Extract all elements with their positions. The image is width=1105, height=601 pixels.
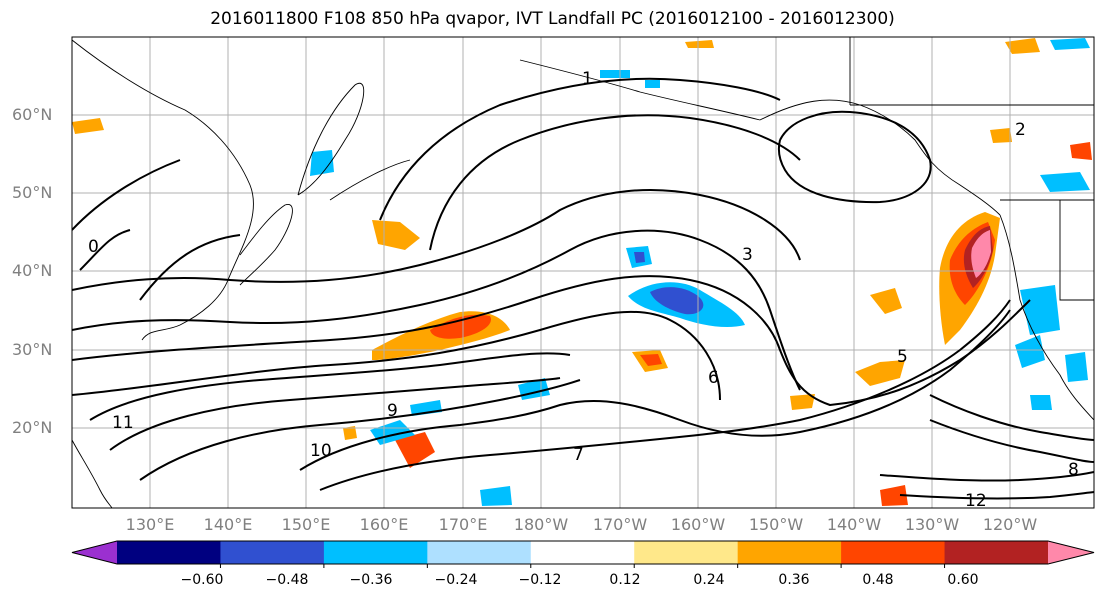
contour-label: 5 [897,347,908,367]
lon-label: 150°E [281,515,331,534]
colorbar-segment [944,541,1049,564]
contour-label: 12 [965,491,987,511]
colorbar-extend-min [72,541,117,564]
colorbar-segment [220,541,325,564]
colorbar-segment [323,541,428,564]
colorbar-segment [117,541,221,564]
contour-lines [72,77,1094,500]
colorbar-tick-label: 0.60 [947,572,979,588]
colorbar-tick-label: 0.12 [609,572,641,588]
contour-label: 8 [1068,460,1079,480]
colorbar-tick-label: −0.48 [265,572,309,588]
lon-label: 120°W [982,515,1038,534]
contour-label: 11 [112,413,134,433]
lon-label: 170°W [592,515,648,534]
colorbar-tick-label: −0.24 [434,572,478,588]
colorbar-extend-max [1048,541,1094,564]
map-title: 2016011800 F108 850 hPa qvapor, IVT Land… [210,9,895,29]
colorbar-tick-label: −0.36 [349,572,393,588]
colorbar-segment [427,541,532,564]
lat-label: 20°N [12,418,53,437]
contour-label: 9 [387,401,398,421]
lon-label: 130°W [904,515,960,534]
lat-label: 50°N [12,183,53,202]
colorbar-tick-label: 0.36 [778,572,810,588]
lat-label: 60°N [12,105,53,124]
positive-anomaly-patches [72,38,1092,506]
negative-anomaly-patches [310,38,1090,506]
contour-label: 2 [1015,120,1026,140]
lat-label: 40°N [12,261,53,280]
lon-label: 140°W [826,515,882,534]
contour-label-layer: 0 1 2 3 5 6 7 8 9 10 11 12 [88,69,1079,511]
contour-label: 7 [573,445,584,465]
lon-label: 140°E [203,515,253,534]
colorbar-segment [634,541,739,564]
colorbar-tick-label: −0.60 [180,572,224,588]
lon-label: 160°W [670,515,726,534]
colorbar-segment [737,541,842,564]
contour-label: 1 [582,69,593,89]
colorbar-tick-label: −0.12 [518,572,562,588]
contour-label: 0 [88,237,99,257]
lon-label: 130°E [125,515,175,534]
lon-label: 160°E [359,515,409,534]
lon-label: 170°E [438,515,488,534]
contour-label: 3 [742,245,753,265]
graticule [72,37,1094,508]
colorbar-outline [71,540,1095,565]
contour-label: 6 [708,368,719,388]
contour-label: 10 [310,441,332,461]
colorbar-segment [841,541,946,564]
colorbar [71,540,1095,568]
coastlines [72,37,1094,508]
map-area: 0 1 2 3 5 6 7 8 9 10 11 12 [72,37,1094,511]
colorbar-segment [530,541,635,564]
lat-label: 30°N [12,340,53,359]
lon-label: 180°W [513,515,569,534]
map-frame [71,36,1095,509]
colorbar-tick-label: 0.48 [862,572,894,588]
colorbar-tick-label: 0.24 [693,572,725,588]
lon-label: 150°W [748,515,804,534]
